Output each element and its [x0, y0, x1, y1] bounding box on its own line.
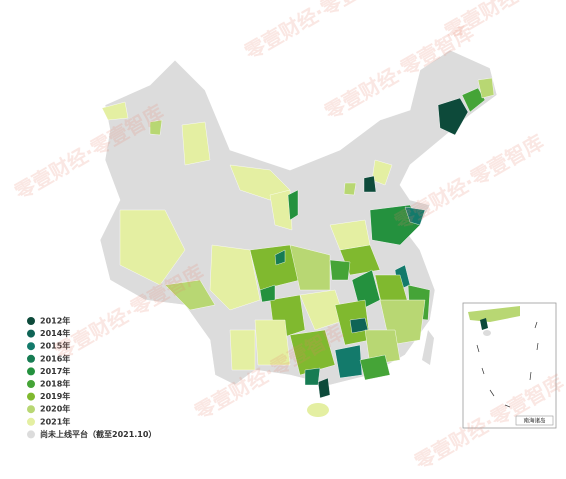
- legend-swatch: [27, 329, 35, 338]
- legend-label: 尚未上线平台（截至2021.10）: [40, 429, 156, 439]
- inset-label-box: [515, 415, 554, 426]
- inset-label: 南海诸岛: [523, 417, 546, 425]
- legend-label: 2021年: [40, 416, 70, 426]
- region: [209, 244, 261, 311]
- legend-swatch: [27, 430, 35, 439]
- region: [334, 344, 363, 379]
- regions: [101, 77, 495, 399]
- legend-label: 2014年: [40, 328, 70, 338]
- legend-swatch: [27, 392, 35, 401]
- legend-swatch: [27, 380, 35, 388]
- region: [317, 377, 331, 399]
- region: [371, 159, 393, 186]
- region: [229, 329, 256, 371]
- inset-island: [483, 330, 491, 336]
- legend-label: 2018年: [40, 379, 70, 389]
- inset: 南海诸岛: [462, 302, 557, 429]
- region: [343, 182, 357, 196]
- legend-swatch: [27, 342, 35, 351]
- legend: 2012年 2014年 2015年 2016年 2017年 2018年 2019年 2020年…: [27, 316, 156, 439]
- legend-label: 2015年: [40, 341, 70, 351]
- region: [364, 329, 401, 366]
- legend-label: 2017年: [40, 366, 70, 376]
- region: [304, 367, 321, 386]
- region: [254, 319, 291, 366]
- inset-dashes: [476, 321, 539, 408]
- inset-coast: [480, 318, 488, 330]
- region: [289, 244, 331, 291]
- region: [101, 101, 129, 121]
- region: [359, 354, 391, 381]
- region: [477, 77, 495, 99]
- region: [149, 119, 163, 136]
- region: [404, 206, 426, 226]
- legend-label: 2020年: [40, 404, 70, 414]
- legend-label: 2019年: [40, 391, 70, 401]
- region: [461, 87, 486, 113]
- region: [289, 329, 336, 376]
- legend-swatch: [27, 317, 35, 325]
- region: [269, 189, 293, 231]
- inset-coast: [468, 306, 520, 322]
- region: [259, 284, 276, 303]
- legend-swatch: [27, 405, 35, 414]
- region: [287, 189, 299, 221]
- island: [422, 330, 434, 365]
- legend-swatch: [27, 354, 35, 363]
- island: [307, 403, 329, 417]
- legend-swatch: [27, 417, 35, 426]
- region: [164, 279, 216, 311]
- region: [329, 259, 351, 281]
- legend-swatch: [27, 367, 35, 376]
- legend-label: 2016年: [40, 353, 70, 363]
- region: [274, 249, 286, 266]
- region: [437, 97, 469, 136]
- legend-label: 2012年: [40, 316, 70, 326]
- region: [119, 209, 186, 286]
- region: [181, 121, 211, 166]
- region: [363, 175, 377, 193]
